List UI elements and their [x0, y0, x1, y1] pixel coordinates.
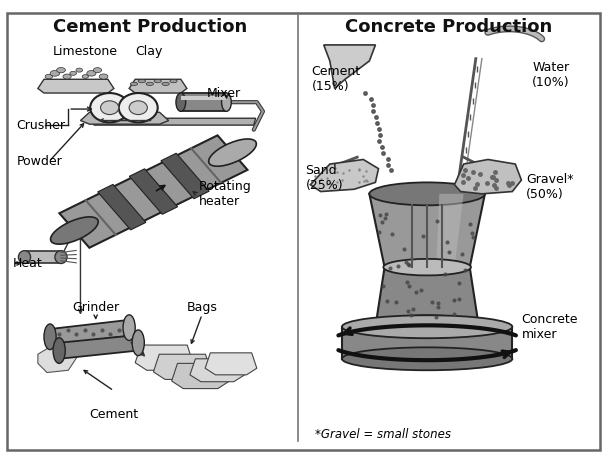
- Ellipse shape: [374, 315, 480, 338]
- Text: Cement: Cement: [89, 408, 139, 421]
- Polygon shape: [342, 327, 512, 359]
- Polygon shape: [310, 160, 378, 192]
- Polygon shape: [98, 184, 146, 230]
- Ellipse shape: [222, 93, 232, 112]
- Ellipse shape: [170, 79, 177, 83]
- Polygon shape: [38, 345, 81, 372]
- Polygon shape: [455, 160, 521, 194]
- Ellipse shape: [90, 93, 129, 122]
- Polygon shape: [59, 136, 247, 248]
- Text: Heat: Heat: [12, 257, 42, 270]
- Ellipse shape: [119, 93, 158, 122]
- Bar: [181, 96, 227, 100]
- Text: Mixer: Mixer: [207, 87, 241, 100]
- Ellipse shape: [87, 71, 96, 76]
- Ellipse shape: [44, 324, 56, 349]
- Ellipse shape: [53, 338, 65, 363]
- Ellipse shape: [129, 101, 147, 115]
- Polygon shape: [172, 363, 230, 389]
- Ellipse shape: [146, 82, 153, 86]
- Polygon shape: [59, 335, 138, 359]
- Text: Concrete
mixer: Concrete mixer: [521, 313, 578, 341]
- Ellipse shape: [342, 315, 512, 338]
- Bar: [181, 93, 227, 112]
- Ellipse shape: [342, 347, 512, 370]
- Ellipse shape: [93, 68, 101, 73]
- Ellipse shape: [138, 79, 145, 83]
- Ellipse shape: [154, 79, 161, 83]
- Ellipse shape: [63, 74, 71, 79]
- Text: Sand
(25%): Sand (25%): [306, 164, 343, 192]
- Text: Powder: Powder: [16, 155, 62, 168]
- Text: *Gravel = small stones: *Gravel = small stones: [315, 428, 451, 441]
- Ellipse shape: [101, 101, 119, 115]
- Ellipse shape: [82, 75, 89, 78]
- Ellipse shape: [162, 82, 169, 86]
- Polygon shape: [130, 169, 178, 214]
- Polygon shape: [161, 153, 209, 199]
- Text: Concrete Production: Concrete Production: [345, 18, 552, 35]
- Ellipse shape: [45, 74, 53, 79]
- Polygon shape: [153, 354, 211, 379]
- Ellipse shape: [123, 315, 135, 341]
- Text: Limestone: Limestone: [53, 45, 118, 58]
- Bar: [24, 251, 61, 264]
- Ellipse shape: [50, 71, 60, 76]
- Polygon shape: [324, 45, 375, 89]
- Polygon shape: [375, 267, 479, 327]
- Ellipse shape: [176, 93, 186, 112]
- Ellipse shape: [70, 71, 76, 75]
- Text: Gravel*
(50%): Gravel* (50%): [526, 173, 574, 201]
- Text: Clay: Clay: [135, 45, 163, 58]
- Text: Crusher: Crusher: [16, 118, 65, 131]
- Ellipse shape: [99, 74, 108, 79]
- Ellipse shape: [370, 183, 485, 205]
- Polygon shape: [81, 112, 169, 124]
- Polygon shape: [436, 194, 464, 267]
- Polygon shape: [370, 194, 485, 267]
- Text: Cement Production: Cement Production: [53, 18, 247, 35]
- Text: Grinder: Grinder: [72, 301, 119, 314]
- Polygon shape: [50, 320, 129, 345]
- Text: Water
(10%): Water (10%): [532, 61, 570, 89]
- Ellipse shape: [55, 251, 67, 264]
- Ellipse shape: [209, 139, 257, 166]
- Ellipse shape: [130, 82, 137, 86]
- Polygon shape: [38, 79, 114, 93]
- Text: Cement
(15%): Cement (15%): [312, 65, 360, 93]
- Polygon shape: [135, 345, 193, 370]
- Ellipse shape: [76, 68, 82, 72]
- Ellipse shape: [57, 67, 65, 73]
- Ellipse shape: [18, 251, 31, 264]
- Polygon shape: [190, 359, 244, 382]
- Ellipse shape: [132, 330, 144, 355]
- Text: Bags: Bags: [187, 301, 218, 314]
- Polygon shape: [205, 353, 257, 375]
- Ellipse shape: [51, 217, 98, 244]
- Polygon shape: [129, 79, 187, 93]
- FancyBboxPatch shape: [7, 13, 601, 450]
- Ellipse shape: [383, 259, 471, 275]
- Text: Rotating
heater: Rotating heater: [199, 180, 252, 208]
- Polygon shape: [94, 118, 255, 125]
